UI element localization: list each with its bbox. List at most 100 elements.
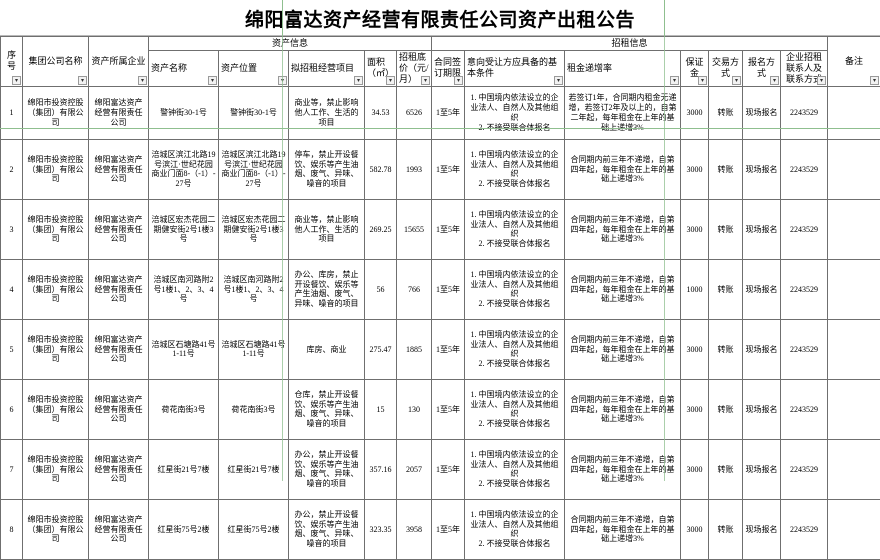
cell-intended-business[interactable]: 办公，禁止开设餐饮、娱乐等产生油烟、废气、异味、噪音的项目 <box>289 499 365 559</box>
cell-intended-business[interactable]: 库房、商业 <box>289 319 365 379</box>
cell-seq[interactable]: 4 <box>1 259 23 319</box>
cell-signup-method[interactable]: 现场报名 <box>743 439 781 499</box>
cell-owner-enterprise[interactable]: 绵阳富达资产经营有限责任公司 <box>89 319 149 379</box>
cell-owner-enterprise[interactable]: 绵阳富达资产经营有限责任公司 <box>89 439 149 499</box>
cell-seq[interactable]: 3 <box>1 199 23 259</box>
cell-asset-location[interactable]: 红星街21号7楼 <box>219 439 289 499</box>
cell-asset-name[interactable]: 警钟街30-1号 <box>149 86 219 139</box>
cell-contact[interactable]: 2243529 <box>781 319 828 379</box>
filter-dropdown-icon[interactable]: ▾ <box>817 76 826 85</box>
filter-dropdown-icon[interactable]: ▾ <box>354 76 363 85</box>
cell-rent-increase[interactable]: 合同期内前三年不递增，自第四年起，每年租金在上年的基础上递增3% <box>565 439 681 499</box>
cell-contract-term[interactable]: 1至5年 <box>432 439 465 499</box>
cell-base-price[interactable]: 130 <box>397 379 432 439</box>
cell-owner-enterprise[interactable]: 绵阳富达资产经营有限责任公司 <box>89 499 149 559</box>
cell-remark[interactable] <box>828 379 880 439</box>
col-header-asset-location[interactable]: 资产位置 ▾ <box>219 50 289 86</box>
cell-asset-location[interactable]: 红星街75号2楼 <box>219 499 289 559</box>
cell-remark[interactable] <box>828 139 880 199</box>
filter-dropdown-icon[interactable]: ▾ <box>770 76 779 85</box>
cell-deposit[interactable]: 3000 <box>681 319 709 379</box>
cell-group-company[interactable]: 绵阳市投资控股（集团）有限公司 <box>23 139 89 199</box>
cell-intended-business[interactable]: 商业等，禁止影响他人工作、生活的项目 <box>289 86 365 139</box>
cell-area[interactable]: 323.35 <box>365 499 397 559</box>
cell-remark[interactable] <box>828 199 880 259</box>
filter-dropdown-icon[interactable]: ▾ <box>138 76 147 85</box>
cell-intended-business[interactable]: 办公、库房，禁止开设餐饮、娱乐等产生油烟、废气、异味、噪音的项目 <box>289 259 365 319</box>
cell-signup-method[interactable]: 现场报名 <box>743 499 781 559</box>
cell-trade-method[interactable]: 转账 <box>709 379 743 439</box>
col-header-deposit[interactable]: 保证金 ▾ <box>681 50 709 86</box>
col-header-qualification[interactable]: 意向受让方应具备的基本条件 ▾ <box>465 50 565 86</box>
col-header-contract-term[interactable]: 合同签订期限 ▾ <box>432 50 465 86</box>
cell-trade-method[interactable]: 转账 <box>709 259 743 319</box>
cell-signup-method[interactable]: 现场报名 <box>743 199 781 259</box>
cell-signup-method[interactable]: 现场报名 <box>743 139 781 199</box>
cell-contact[interactable]: 2243529 <box>781 439 828 499</box>
cell-signup-method[interactable]: 现场报名 <box>743 86 781 139</box>
cell-remark[interactable] <box>828 499 880 559</box>
cell-contact[interactable]: 2243529 <box>781 499 828 559</box>
cell-deposit[interactable]: 3000 <box>681 139 709 199</box>
cell-contract-term[interactable]: 1至5年 <box>432 379 465 439</box>
cell-rent-increase[interactable]: 合同期内前三年不递增，自第四年起，每年租金在上年的基础上递增3% <box>565 199 681 259</box>
cell-seq[interactable]: 2 <box>1 139 23 199</box>
cell-seq[interactable]: 1 <box>1 86 23 139</box>
cell-base-price[interactable]: 15655 <box>397 199 432 259</box>
cell-trade-method[interactable]: 转账 <box>709 319 743 379</box>
cell-deposit[interactable]: 1000 <box>681 259 709 319</box>
col-header-rent-increase[interactable]: 租金递增率 ▾ <box>565 50 681 86</box>
cell-base-price[interactable]: 1993 <box>397 139 432 199</box>
cell-rent-increase[interactable]: 若签订1年，合同期内租金无递增，若签订2年及以上的，自第二年起，每年租金在上年的… <box>565 86 681 139</box>
cell-contract-term[interactable]: 1至5年 <box>432 259 465 319</box>
cell-asset-name[interactable]: 涪城区南河路附2号1楼1、2、3、4号 <box>149 259 219 319</box>
filter-dropdown-icon[interactable]: ▾ <box>732 76 741 85</box>
cell-asset-name[interactable]: 涪城区滨江北路19号滨江·世纪花园商业门面8-（-1）-27号 <box>149 139 219 199</box>
cell-intended-business[interactable]: 仓库，禁止开设餐饮、娱乐等产生油烟、废气、异味、噪音的项目 <box>289 379 365 439</box>
cell-trade-method[interactable]: 转账 <box>709 86 743 139</box>
cell-asset-name[interactable]: 红星街21号7楼 <box>149 439 219 499</box>
cell-owner-enterprise[interactable]: 绵阳富达资产经营有限责任公司 <box>89 199 149 259</box>
cell-area[interactable]: 15 <box>365 379 397 439</box>
cell-asset-location[interactable]: 涪城区宏杰花园二期健安街2号1楼3号 <box>219 199 289 259</box>
cell-group-company[interactable]: 绵阳市投资控股（集团）有限公司 <box>23 319 89 379</box>
cell-rent-increase[interactable]: 合同期内前三年不递增，自第四年起，每年租金在上年的基础上递增3% <box>565 499 681 559</box>
cell-seq[interactable]: 8 <box>1 499 23 559</box>
cell-remark[interactable] <box>828 319 880 379</box>
cell-asset-location[interactable]: 涪城区南河路附2号1楼1、2、3、4号 <box>219 259 289 319</box>
cell-asset-name[interactable]: 涪城区石塘路41号1-11号 <box>149 319 219 379</box>
cell-contract-term[interactable]: 1至5年 <box>432 86 465 139</box>
cell-signup-method[interactable]: 现场报名 <box>743 259 781 319</box>
cell-contract-term[interactable]: 1至5年 <box>432 499 465 559</box>
cell-rent-increase[interactable]: 合同期内前三年不递增，自第四年起，每年租金在上年的基础上递增3% <box>565 139 681 199</box>
cell-contact[interactable]: 2243529 <box>781 259 828 319</box>
cell-remark[interactable] <box>828 439 880 499</box>
cell-area[interactable]: 275.47 <box>365 319 397 379</box>
filter-dropdown-icon[interactable]: ▾ <box>421 76 430 85</box>
filter-dropdown-icon[interactable]: ▾ <box>386 76 395 85</box>
cell-base-price[interactable]: 766 <box>397 259 432 319</box>
filter-dropdown-icon[interactable]: ▾ <box>870 76 879 85</box>
cell-contact[interactable]: 2243529 <box>781 379 828 439</box>
cell-deposit[interactable]: 3000 <box>681 439 709 499</box>
cell-contract-term[interactable]: 1至5年 <box>432 319 465 379</box>
cell-asset-name[interactable]: 涪城区宏杰花园二期健安街2号1楼3号 <box>149 199 219 259</box>
filter-dropdown-icon[interactable]: ▾ <box>454 76 463 85</box>
cell-contract-term[interactable]: 1至5年 <box>432 139 465 199</box>
cell-trade-method[interactable]: 转账 <box>709 199 743 259</box>
filter-dropdown-icon[interactable]: ▾ <box>208 76 217 85</box>
col-header-owner-enterprise[interactable]: 资产所属企业 ▾ <box>89 37 149 87</box>
cell-intended-business[interactable]: 商业等，禁止影响他人工作、生活的项目 <box>289 199 365 259</box>
filter-dropdown-icon[interactable]: ▾ <box>278 76 287 85</box>
col-header-intended-business[interactable]: 拟招租经营项目 ▾ <box>289 50 365 86</box>
cell-owner-enterprise[interactable]: 绵阳富达资产经营有限责任公司 <box>89 139 149 199</box>
